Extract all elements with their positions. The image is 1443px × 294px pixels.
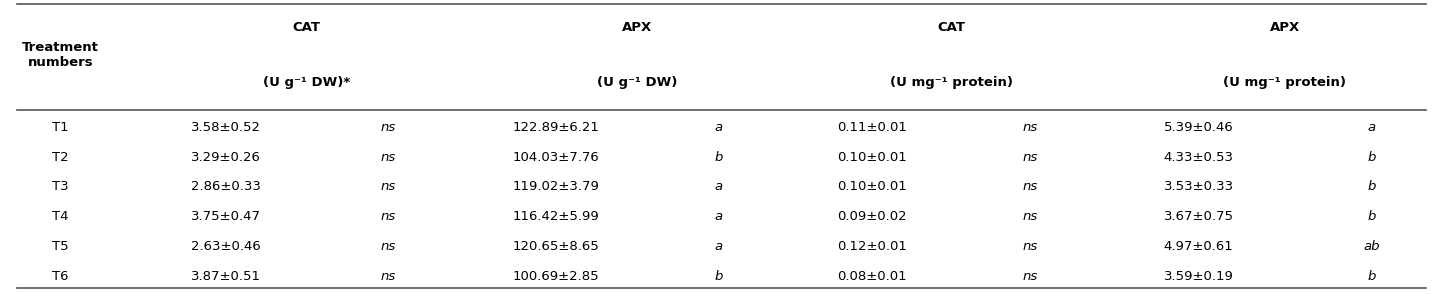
Text: 3.67±0.75: 3.67±0.75: [1163, 210, 1234, 223]
Text: 122.89±6.21: 122.89±6.21: [512, 121, 600, 134]
Text: a: a: [1367, 121, 1375, 134]
Text: 104.03±7.76: 104.03±7.76: [512, 151, 600, 163]
Text: ns: ns: [1023, 210, 1038, 223]
Text: ns: ns: [381, 240, 395, 253]
Text: 100.69±2.85: 100.69±2.85: [512, 270, 599, 283]
Text: ns: ns: [381, 181, 395, 193]
Text: 0.12±0.01: 0.12±0.01: [837, 240, 908, 253]
Text: CAT: CAT: [938, 21, 965, 34]
Text: 0.09±0.02: 0.09±0.02: [837, 210, 908, 223]
Text: a: a: [714, 181, 723, 193]
Text: 4.97±0.61: 4.97±0.61: [1165, 240, 1234, 253]
Text: b: b: [1367, 151, 1375, 163]
Text: 3.29±0.26: 3.29±0.26: [190, 151, 261, 163]
Text: 2.63±0.46: 2.63±0.46: [190, 240, 260, 253]
Text: ns: ns: [1023, 151, 1038, 163]
Text: 3.53±0.33: 3.53±0.33: [1163, 181, 1234, 193]
Text: T6: T6: [52, 270, 68, 283]
Text: 120.65±8.65: 120.65±8.65: [512, 240, 600, 253]
Text: ns: ns: [1023, 121, 1038, 134]
Text: T4: T4: [52, 210, 68, 223]
Text: ns: ns: [1023, 270, 1038, 283]
Text: CAT: CAT: [293, 21, 320, 34]
Text: ns: ns: [381, 210, 395, 223]
Text: 0.10±0.01: 0.10±0.01: [837, 181, 908, 193]
Text: 5.39±0.46: 5.39±0.46: [1165, 121, 1234, 134]
Text: 3.58±0.52: 3.58±0.52: [190, 121, 261, 134]
Text: (U g⁻¹ DW)*: (U g⁻¹ DW)*: [263, 76, 351, 89]
Text: APX: APX: [1270, 21, 1300, 34]
Text: T5: T5: [52, 240, 69, 253]
Text: 119.02±3.79: 119.02±3.79: [512, 181, 600, 193]
Text: 0.10±0.01: 0.10±0.01: [837, 151, 908, 163]
Text: ns: ns: [381, 151, 395, 163]
Text: 116.42±5.99: 116.42±5.99: [512, 210, 600, 223]
Text: (U mg⁻¹ protein): (U mg⁻¹ protein): [1224, 76, 1346, 89]
Text: ns: ns: [381, 270, 395, 283]
Text: 3.59±0.19: 3.59±0.19: [1165, 270, 1234, 283]
Text: ns: ns: [381, 121, 395, 134]
Text: (U mg⁻¹ protein): (U mg⁻¹ protein): [890, 76, 1013, 89]
Text: ns: ns: [1023, 181, 1038, 193]
Text: a: a: [714, 210, 723, 223]
Text: 0.11±0.01: 0.11±0.01: [837, 121, 908, 134]
Text: b: b: [714, 270, 723, 283]
Text: ns: ns: [1023, 240, 1038, 253]
Text: T3: T3: [52, 181, 69, 193]
Text: 3.75±0.47: 3.75±0.47: [190, 210, 261, 223]
Text: 3.87±0.51: 3.87±0.51: [190, 270, 261, 283]
Text: ab: ab: [1364, 240, 1380, 253]
Text: 4.33±0.53: 4.33±0.53: [1163, 151, 1234, 163]
Text: b: b: [1367, 181, 1375, 193]
Text: APX: APX: [622, 21, 652, 34]
Text: Treatment
numbers: Treatment numbers: [22, 41, 98, 69]
Text: a: a: [714, 121, 723, 134]
Text: b: b: [714, 151, 723, 163]
Text: 2.86±0.33: 2.86±0.33: [190, 181, 261, 193]
Text: 0.08±0.01: 0.08±0.01: [837, 270, 908, 283]
Text: b: b: [1367, 270, 1375, 283]
Text: T1: T1: [52, 121, 69, 134]
Text: T2: T2: [52, 151, 69, 163]
Text: b: b: [1367, 210, 1375, 223]
Text: (U g⁻¹ DW): (U g⁻¹ DW): [597, 76, 678, 89]
Text: a: a: [714, 240, 723, 253]
